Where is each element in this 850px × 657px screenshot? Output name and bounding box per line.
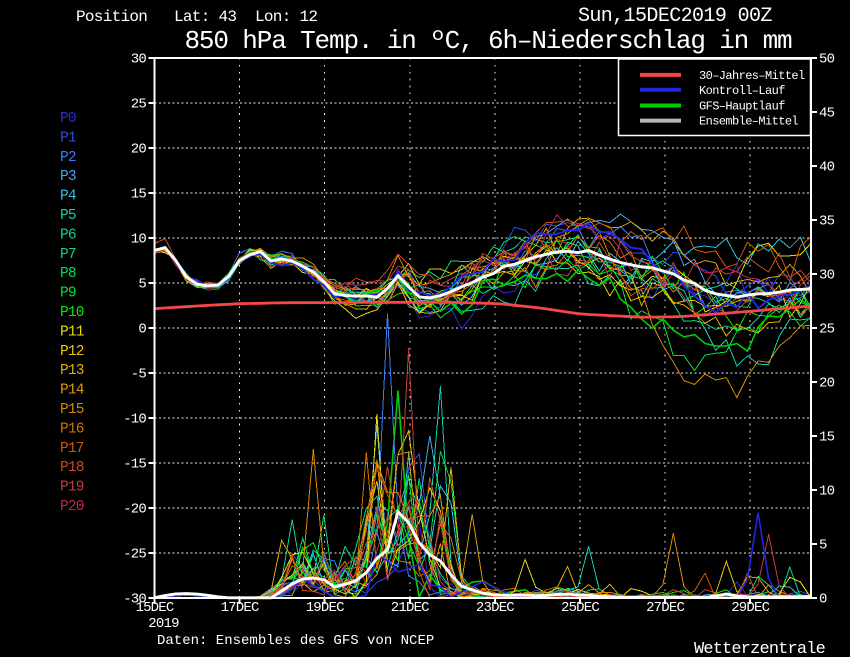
svg-text:40: 40: [819, 160, 835, 176]
svg-text:850 hPa Temp. in ºC, 6h–Nieder: 850 hPa Temp. in ºC, 6h–Niederschlag in …: [184, 26, 792, 56]
svg-text:P11: P11: [60, 324, 84, 340]
svg-text:Daten: Ensembles des GFS von N: Daten: Ensembles des GFS von NCEP: [157, 633, 434, 649]
svg-text:21DEC: 21DEC: [391, 600, 429, 616]
svg-text:Ensemble–Mittel: Ensemble–Mittel: [699, 115, 798, 129]
svg-text:-30: -30: [123, 592, 146, 608]
svg-text:Sun,15DEC2019 00Z: Sun,15DEC2019 00Z: [578, 5, 772, 28]
svg-text:5: 5: [138, 277, 146, 293]
svg-text:30: 30: [819, 268, 835, 284]
svg-text:P8: P8: [60, 266, 76, 282]
svg-text:30: 30: [131, 52, 147, 68]
svg-text:15: 15: [131, 187, 147, 203]
svg-text:10: 10: [819, 484, 835, 500]
svg-text:19DEC: 19DEC: [306, 600, 344, 616]
svg-text:2019: 2019: [148, 616, 179, 632]
svg-text:P14: P14: [60, 383, 84, 399]
svg-text:P1: P1: [60, 130, 76, 146]
svg-text:P17: P17: [60, 441, 84, 457]
svg-text:20: 20: [131, 142, 147, 158]
svg-text:P2: P2: [60, 150, 76, 166]
svg-text:10: 10: [131, 232, 147, 248]
svg-text:29DEC: 29DEC: [731, 600, 769, 616]
svg-text:-20: -20: [123, 502, 146, 518]
svg-text:P16: P16: [60, 421, 84, 437]
svg-text:0: 0: [138, 322, 146, 338]
svg-text:20: 20: [819, 376, 835, 392]
svg-text:50: 50: [819, 52, 835, 68]
svg-text:P7: P7: [60, 247, 76, 263]
svg-text:Lon: 12: Lon: 12: [255, 8, 317, 26]
svg-text:Wetterzentrale: Wetterzentrale: [694, 640, 826, 657]
svg-text:Position: Position: [76, 8, 147, 26]
svg-text:P4: P4: [60, 189, 76, 205]
svg-text:30–Jahres–Mittel: 30–Jahres–Mittel: [699, 69, 805, 83]
svg-text:0: 0: [819, 592, 827, 608]
svg-text:P9: P9: [60, 286, 76, 302]
svg-text:P20: P20: [60, 499, 84, 515]
svg-text:45: 45: [819, 106, 835, 122]
svg-text:27DEC: 27DEC: [646, 600, 684, 616]
svg-text:P5: P5: [60, 208, 76, 224]
svg-text:P10: P10: [60, 305, 84, 321]
svg-text:5: 5: [819, 538, 827, 554]
svg-text:25: 25: [819, 322, 835, 338]
svg-text:P18: P18: [60, 460, 84, 476]
svg-text:-15: -15: [123, 457, 146, 473]
svg-text:GFS–Hauptlauf: GFS–Hauptlauf: [699, 100, 785, 114]
svg-text:P3: P3: [60, 169, 76, 185]
svg-text:Kontroll–Lauf: Kontroll–Lauf: [699, 84, 785, 98]
svg-text:15DEC: 15DEC: [135, 600, 173, 616]
svg-text:-10: -10: [123, 412, 146, 428]
svg-text:P12: P12: [60, 344, 84, 360]
svg-text:P19: P19: [60, 480, 84, 496]
svg-text:-25: -25: [123, 547, 146, 563]
svg-text:P0: P0: [60, 111, 76, 127]
svg-text:15: 15: [819, 430, 835, 446]
svg-text:25: 25: [131, 97, 147, 113]
svg-text:17DEC: 17DEC: [221, 600, 259, 616]
svg-text:P6: P6: [60, 227, 76, 243]
svg-text:25DEC: 25DEC: [561, 600, 599, 616]
svg-text:35: 35: [819, 214, 835, 230]
svg-text:-5: -5: [131, 367, 147, 383]
svg-text:23DEC: 23DEC: [476, 600, 514, 616]
svg-text:P13: P13: [60, 363, 84, 379]
svg-text:P15: P15: [60, 402, 84, 418]
svg-text:Lat: 43: Lat: 43: [174, 8, 236, 26]
